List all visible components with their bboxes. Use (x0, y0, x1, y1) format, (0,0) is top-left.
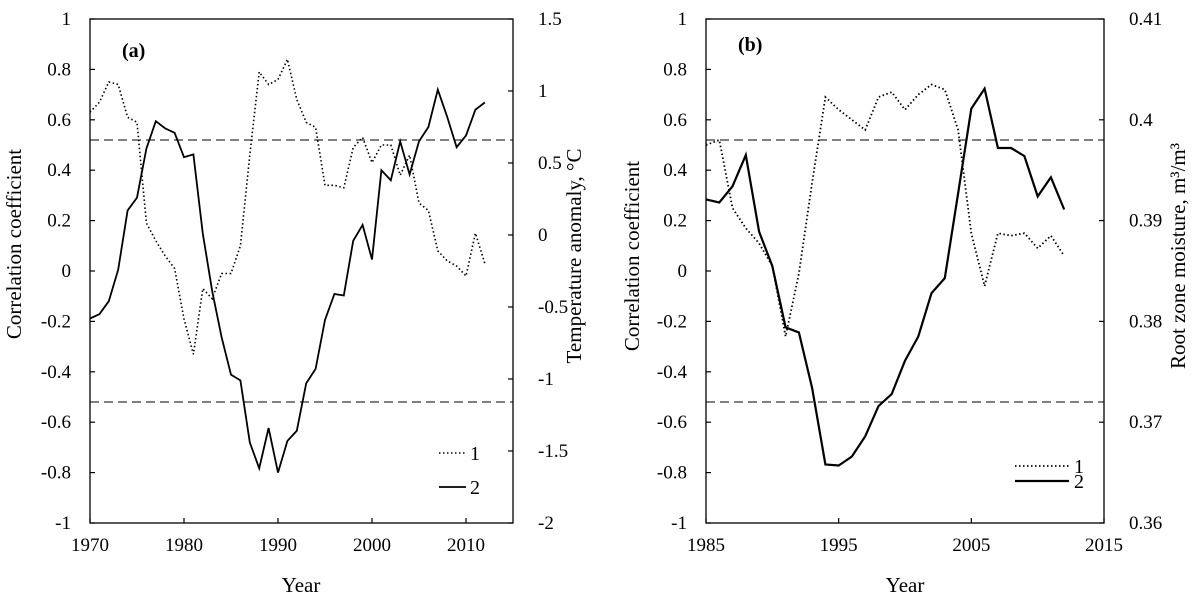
panel-a-left-y-ticks: 1 0.8 0.6 0.4 0.2 0 -0.2 -0.4 -0.6 -0.8 -1 (41, 9, 95, 534)
left-y-tick-label: 0.8 (663, 59, 687, 80)
left-y-tick-label: -0.2 (41, 311, 71, 332)
panel-a-legend-label-2: 2 (470, 477, 480, 499)
panel-a-series-1-line (89, 56, 486, 355)
panel-b-frame (705, 18, 1105, 524)
x-tick-label: 2000 (353, 535, 391, 556)
right-y-tick-label: -2 (538, 513, 554, 534)
panel-b-xlabel: Year (886, 573, 925, 597)
panel-a-right-y-ticks: 1.5 1 0.5 0 -0.5 -1 -1.5 -2 (508, 9, 568, 534)
x-tick-label: 2005 (952, 535, 990, 556)
right-y-tick-label: 0.5 (538, 153, 562, 174)
panel-a: (a) Year Correlation coefficient Tempera… (2, 9, 586, 597)
panel-a-x-ticks: 1970 1980 1990 2000 2010 (71, 518, 485, 556)
panel-b-ylabel-right: Root zone moisture, m³/m³ (1166, 143, 1190, 369)
panel-b-right-y-ticks: 0.41 0.4 0.39 0.38 0.37 0.36 (1099, 9, 1162, 534)
right-y-tick-label: -1.5 (538, 441, 568, 462)
panel-b-left-y-ticks: 1 0.8 0.6 0.4 0.2 0 -0.2 -0.4 -0.6 -0.8 -1 (657, 9, 711, 534)
panel-a-frame (89, 18, 514, 524)
panel-a-ylabel-right: Temperature anomaly, °C (562, 149, 586, 364)
right-y-tick-label: 0.37 (1129, 412, 1162, 433)
left-y-tick-label: -0.4 (41, 362, 72, 383)
panel-b-legend-label-1: 1 (1074, 456, 1084, 478)
left-y-tick-label: 0.6 (47, 110, 71, 131)
x-tick-label: 1970 (71, 535, 109, 556)
left-y-tick-label: -0.6 (41, 412, 71, 433)
left-y-tick-label: 0.4 (47, 160, 71, 181)
right-y-tick-label: 0.36 (1129, 513, 1162, 534)
panel-a-legend: 1 2 (439, 443, 480, 499)
x-tick-label: 1995 (820, 535, 858, 556)
panel-b-series-2-line (705, 85, 1066, 467)
left-y-tick-label: 0.8 (47, 59, 71, 80)
panel-a-xlabel: Year (282, 573, 321, 597)
left-y-tick-label: 1 (62, 9, 72, 30)
x-tick-label: 2015 (1085, 535, 1123, 556)
left-y-tick-label: -0.4 (657, 362, 688, 383)
right-y-tick-label: 0.4 (1129, 110, 1153, 131)
right-y-tick-label: 1.5 (538, 9, 562, 30)
left-y-tick-label: -0.8 (657, 463, 687, 484)
panel-b-legend-label-2: 2 (1074, 471, 1084, 493)
left-y-tick-label: 1 (678, 9, 688, 30)
left-y-tick-label: -0.2 (657, 311, 687, 332)
right-y-tick-label: 0.39 (1129, 211, 1162, 232)
panel-b-series-1-line (705, 83, 1065, 337)
panel-b-ylabel-left: Correlation coefficient (620, 161, 644, 351)
panel-b-thresholds (706, 139, 1104, 403)
left-y-tick-label: 0.4 (663, 160, 687, 181)
panel-a-thresholds (90, 139, 513, 403)
x-tick-label: 1990 (259, 535, 297, 556)
panel-a-series-2-line (89, 86, 486, 473)
right-y-tick-label: 0.38 (1129, 311, 1162, 332)
right-y-tick-label: 1 (538, 81, 548, 102)
x-tick-label: 1985 (687, 535, 725, 556)
left-y-tick-label: 0 (62, 261, 72, 282)
panel-a-label: (a) (122, 40, 145, 62)
left-y-tick-label: -0.6 (657, 412, 687, 433)
panel-a-ylabel-left: Correlation coefficient (2, 149, 26, 339)
x-tick-label: 2010 (447, 535, 485, 556)
panel-b-x-ticks: 1985 1995 2005 2015 (687, 518, 1123, 556)
left-y-tick-label: 0.2 (47, 211, 71, 232)
panel-a-legend-label-1: 1 (470, 443, 480, 465)
left-y-tick-label: -0.8 (41, 463, 71, 484)
left-y-tick-label: 0.6 (663, 110, 687, 131)
left-y-tick-label: 0.2 (663, 211, 687, 232)
panel-b-legend: 1 2 (1015, 456, 1084, 493)
right-y-tick-label: -1 (538, 369, 554, 390)
panel-b-label: (b) (738, 34, 762, 56)
right-y-tick-label: -0.5 (538, 297, 568, 318)
left-y-tick-label: -1 (55, 513, 71, 534)
right-y-tick-label: 0.41 (1129, 9, 1162, 30)
left-y-tick-label: -1 (671, 513, 687, 534)
x-tick-label: 1980 (165, 535, 203, 556)
panel-b: (b) Year Correlation coefficient Root zo… (620, 9, 1190, 597)
left-y-tick-label: 0 (678, 261, 688, 282)
right-y-tick-label: 0 (538, 225, 548, 246)
